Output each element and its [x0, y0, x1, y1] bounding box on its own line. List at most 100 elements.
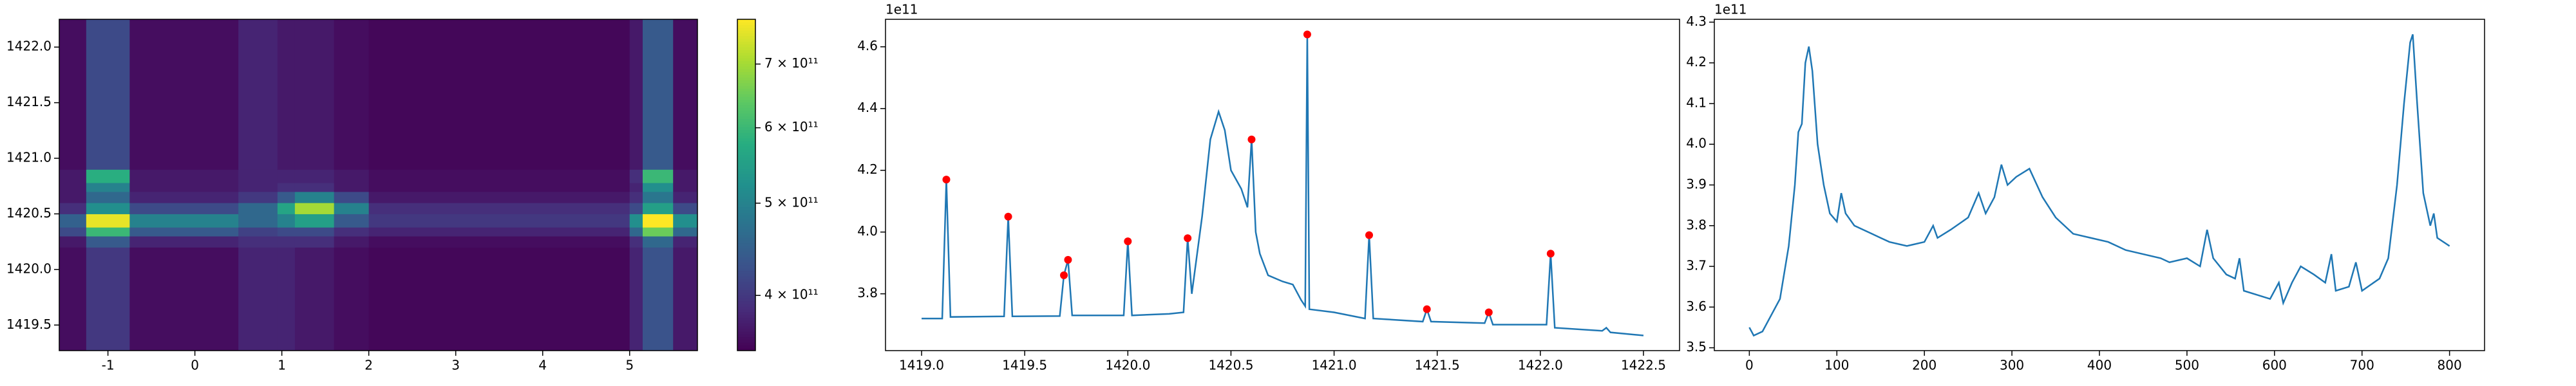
- x-tick-label: 300: [2000, 358, 2024, 373]
- heatmap-cell: [86, 214, 130, 228]
- colorbar-step: [737, 135, 755, 139]
- colorbar-step: [737, 182, 755, 185]
- heatmap-cell: [368, 191, 630, 203]
- heatmap-cell: [59, 183, 87, 192]
- heatmap-cell: [629, 169, 643, 183]
- colorbar-step: [737, 60, 755, 64]
- colorbar-frame: [737, 19, 756, 351]
- colorbar-step: [737, 74, 755, 78]
- y-tick-label: 3.8: [1686, 217, 1707, 232]
- colorbar-step: [737, 44, 755, 48]
- colorbar-step: [737, 323, 755, 326]
- heatmap-cell: [294, 183, 335, 192]
- x-tick-label: 5: [625, 358, 634, 373]
- colorbar-step: [737, 118, 755, 122]
- y-tick-label: 1421.5: [6, 94, 52, 109]
- colorbar-step: [737, 157, 755, 161]
- peak-marker: [1365, 231, 1374, 239]
- colorbar-step: [737, 311, 755, 315]
- colorbar-step: [737, 86, 755, 89]
- heatmap-cell: [238, 235, 278, 248]
- x-tick-label: 1421.0: [1312, 358, 1357, 373]
- heatmap-cell: [368, 19, 630, 170]
- heatmap-cell: [86, 235, 130, 248]
- colorbar-step: [737, 345, 755, 349]
- heatmap-cell: [294, 235, 335, 248]
- heatmap-cell: [277, 247, 296, 351]
- y-tick-label: 4.1: [1686, 95, 1707, 110]
- colorbar-step: [737, 210, 755, 213]
- heatmap-cell: [629, 19, 643, 170]
- heatmap-cell: [238, 169, 278, 183]
- heatmap-cell: [86, 169, 130, 183]
- heatmap-cell: [129, 19, 239, 170]
- colorbar-step: [737, 41, 755, 45]
- heatmap-cell: [277, 169, 296, 183]
- colorbar-step: [737, 336, 755, 340]
- colorbar-step: [737, 143, 755, 147]
- colorbar-step: [737, 243, 755, 246]
- colorbar-step: [737, 39, 755, 42]
- colorbar-step: [737, 80, 755, 84]
- colorbar-tick-label: 5 × 10¹¹: [764, 194, 819, 210]
- peak-marker: [1184, 234, 1192, 243]
- x-tick-label: 100: [1824, 358, 1849, 373]
- colorbar-step: [737, 154, 755, 158]
- heatmap-cell: [277, 191, 296, 203]
- heatmap-cell: [294, 247, 335, 351]
- heatmap-cell: [238, 227, 278, 237]
- heatmap-cell: [368, 247, 630, 351]
- heatmap-cell: [294, 214, 335, 228]
- colorbar-step: [737, 221, 755, 225]
- colorbar-step: [737, 264, 755, 268]
- colorbar-step: [737, 300, 755, 304]
- y-tick-label: 3.8: [857, 285, 878, 300]
- colorbar-step: [737, 253, 755, 257]
- colorbar-step: [737, 160, 755, 163]
- y-tick-label: 3.6: [1686, 299, 1707, 314]
- colorbar-step: [737, 306, 755, 310]
- colorbar-step: [737, 132, 755, 136]
- colorbar-step: [737, 212, 755, 216]
- colorbar-step: [737, 339, 755, 343]
- colorbar-step: [737, 71, 755, 75]
- x-tick-label: 1420.5: [1208, 358, 1253, 373]
- colorbar-step: [737, 52, 755, 56]
- x-tick-label: 1422.5: [1621, 358, 1666, 373]
- heatmap-cell: [368, 169, 630, 183]
- colorbar-step: [737, 317, 755, 321]
- x-tick-label: 700: [2350, 358, 2374, 373]
- heatmap-cell: [673, 235, 698, 248]
- x-tick-label: 1419.0: [899, 358, 944, 373]
- colorbar-step: [737, 234, 755, 238]
- colorbar-step: [737, 251, 755, 255]
- heatmap-cell: [673, 203, 698, 214]
- peak-marker: [1484, 308, 1493, 317]
- x-tick-label: 1422.0: [1518, 358, 1563, 373]
- heatmap-cell: [277, 214, 296, 228]
- heatmap-cell: [642, 191, 674, 203]
- colorbar-step: [737, 174, 755, 178]
- heatmap-cell: [86, 183, 130, 192]
- colorbar-step: [737, 304, 755, 307]
- heatmap-cell: [59, 19, 87, 170]
- colorbar-step: [737, 146, 755, 150]
- x-tick-label: 500: [2175, 358, 2199, 373]
- heatmap-cell: [629, 214, 643, 228]
- colorbar-step: [737, 290, 755, 293]
- heatmap-cell: [86, 19, 130, 170]
- peak-marker: [1303, 30, 1311, 39]
- y-tick-label: 4.6: [857, 38, 878, 53]
- heatmap-cell: [238, 214, 278, 228]
- x-tick-label: 3: [451, 358, 460, 373]
- offset-label: 1e11: [886, 2, 918, 17]
- heatmap-cell: [277, 227, 296, 237]
- peak-marker: [1247, 135, 1256, 143]
- colorbar-step: [737, 328, 755, 332]
- heatmap-cell: [642, 203, 674, 214]
- heatmap-cell: [129, 247, 239, 351]
- heatmap-cell: [294, 227, 335, 237]
- colorbar-step: [737, 107, 755, 111]
- axes-frame: [1714, 19, 2485, 351]
